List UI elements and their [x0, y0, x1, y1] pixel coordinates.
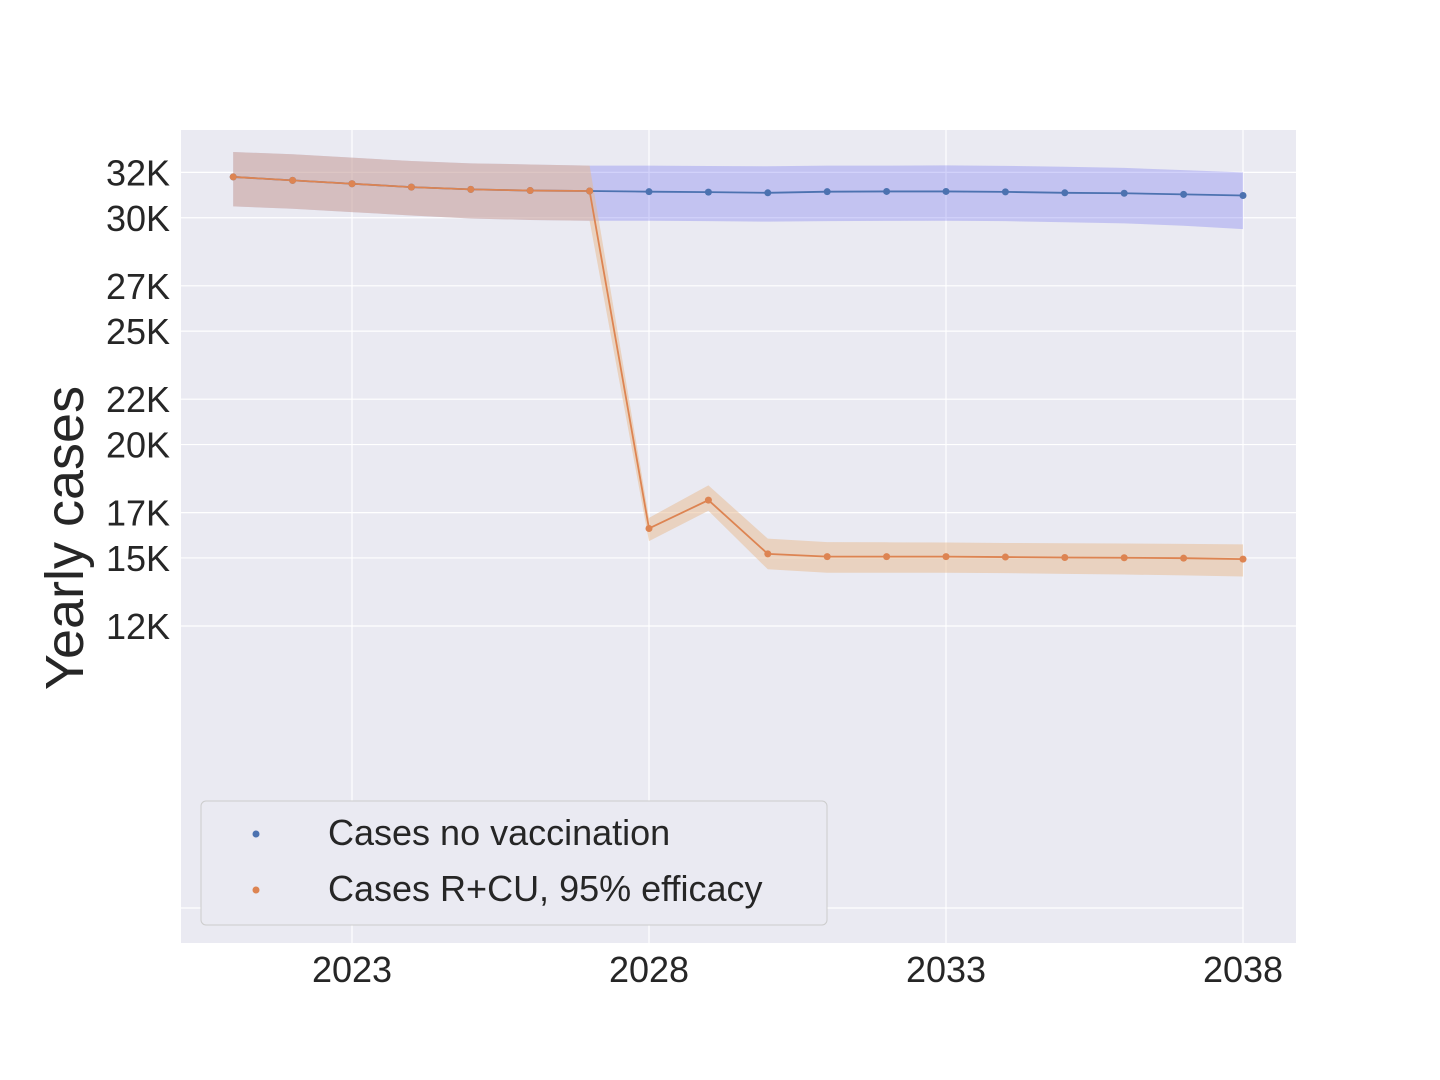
legend-marker-no-vaccination — [252, 830, 260, 838]
x-tick-labels: 2023 2028 2033 2038 — [312, 949, 1283, 990]
series-points — [229, 173, 1247, 563]
point-series-0-2032 — [883, 187, 891, 195]
point-series-0-2037 — [1180, 190, 1188, 198]
y-axis-label: Yearly cases — [35, 386, 95, 690]
x-tick-label-2033: 2033 — [906, 949, 986, 990]
line-series-1 — [233, 176, 1244, 560]
point-series-1-2028 — [645, 524, 653, 532]
series-lines — [233, 176, 1244, 560]
point-series-0-2035 — [1061, 189, 1069, 197]
point-series-1-2026 — [526, 187, 534, 195]
y-tick-label-27K: 27K — [106, 266, 170, 307]
legend-box — [200, 800, 828, 926]
y-tick-label-15K: 15K — [106, 538, 170, 579]
y-tick-label-32K: 32K — [106, 152, 170, 193]
y-tick-label-25K: 25K — [106, 311, 170, 352]
point-series-1-2023 — [348, 180, 356, 188]
confidence-bands — [233, 151, 1243, 577]
point-series-1-2022 — [289, 176, 297, 184]
point-series-1-2024 — [407, 183, 415, 191]
point-series-0-2028 — [645, 188, 653, 196]
point-series-0-2036 — [1120, 189, 1128, 197]
point-series-1-2036 — [1120, 554, 1128, 562]
point-series-1-2030 — [764, 550, 772, 558]
point-series-1-2025 — [467, 185, 475, 193]
point-series-0-2031 — [823, 188, 831, 196]
point-series-1-2021 — [229, 173, 237, 181]
point-series-0-2033 — [942, 187, 950, 195]
y-tick-label-17K: 17K — [106, 493, 170, 534]
point-series-1-2037 — [1180, 554, 1188, 562]
y-tick-label-22K: 22K — [106, 379, 170, 420]
y-tick-label-30K: 30K — [106, 198, 170, 239]
point-series-1-2032 — [883, 553, 891, 561]
point-series-1-2035 — [1061, 554, 1069, 562]
legend-label-rcu: Cases R+CU, 95% efficacy — [328, 868, 763, 909]
point-series-0-2038 — [1239, 192, 1247, 200]
legend: Cases no vaccination Cases R+CU, 95% eff… — [200, 800, 828, 926]
legend-label-no-vaccination: Cases no vaccination — [328, 812, 670, 853]
band-series-1 — [233, 151, 1243, 577]
point-series-1-2034 — [1001, 553, 1009, 561]
x-tick-label-2028: 2028 — [609, 949, 689, 990]
point-series-0-2034 — [1001, 188, 1009, 196]
x-tick-label-2038: 2038 — [1203, 949, 1283, 990]
legend-marker-rcu — [252, 886, 260, 894]
y-tick-label-12K: 12K — [106, 606, 170, 647]
point-series-1-2027 — [586, 187, 594, 195]
x-tick-label-2023: 2023 — [312, 949, 392, 990]
point-series-1-2033 — [942, 553, 950, 561]
point-series-0-2030 — [764, 189, 772, 197]
point-series-1-2029 — [704, 496, 712, 504]
point-series-1-2031 — [823, 553, 831, 561]
point-series-1-2038 — [1239, 555, 1247, 563]
point-series-0-2029 — [704, 188, 712, 196]
y-tick-label-20K: 20K — [106, 425, 170, 466]
